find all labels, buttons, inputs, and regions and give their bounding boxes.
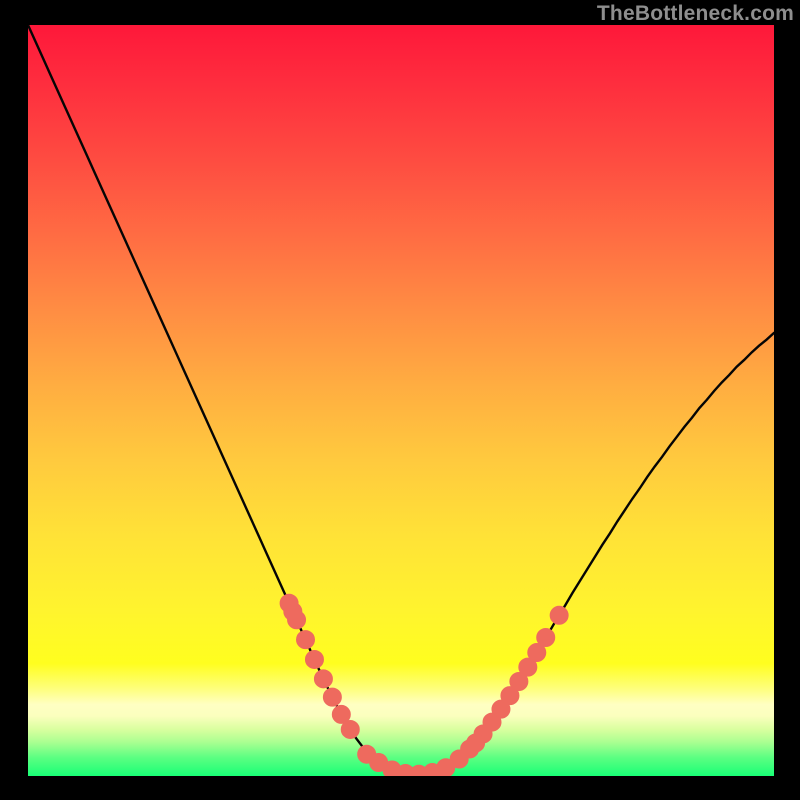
- watermark-text: TheBottleneck.com: [597, 2, 794, 26]
- data-marker: [323, 688, 341, 706]
- bottleneck-curve: [28, 25, 774, 775]
- chart-container: TheBottleneck.com: [0, 0, 800, 800]
- marker-group: [280, 594, 568, 776]
- data-marker: [284, 603, 302, 621]
- plot-area: [28, 25, 774, 776]
- data-marker: [537, 629, 555, 647]
- data-marker: [314, 670, 332, 688]
- data-marker: [467, 734, 485, 752]
- chart-overlay: [28, 25, 774, 776]
- data-marker: [358, 745, 376, 763]
- data-marker: [550, 606, 568, 624]
- data-marker: [341, 720, 359, 738]
- data-marker: [297, 631, 315, 649]
- data-marker: [305, 650, 323, 668]
